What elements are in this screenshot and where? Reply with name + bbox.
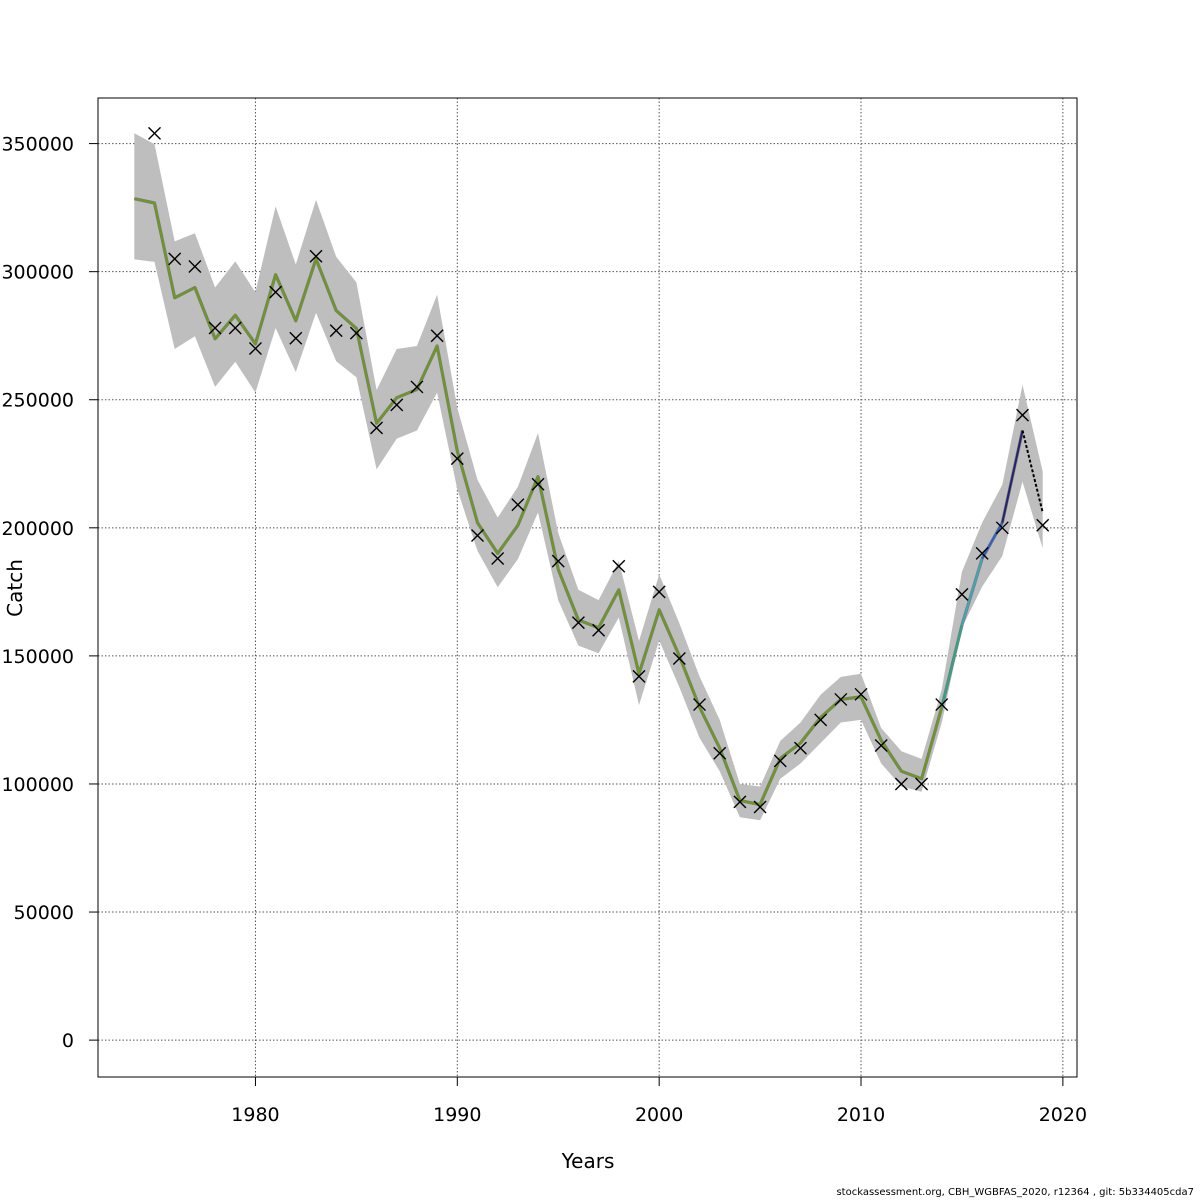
observed-point — [168, 252, 182, 266]
estimate-line-segment — [1021, 430, 1044, 513]
observed-point — [814, 713, 828, 727]
observed-point — [289, 331, 303, 345]
observed-point — [894, 777, 908, 791]
observed-point — [834, 692, 848, 706]
y-tick-label: 100000 — [1, 774, 74, 796]
estimate-line-segment — [960, 558, 984, 626]
footer-source: stockassessment.org, CBH_WGBFAS_2020, r1… — [836, 1187, 1194, 1198]
observed-point — [955, 587, 969, 601]
y-tick-label: 150000 — [1, 646, 74, 668]
observed-point — [551, 554, 565, 568]
observed-point — [208, 321, 222, 335]
observed-point — [753, 800, 767, 814]
y-tick-label: 50000 — [14, 902, 74, 924]
x-tick-label: 2010 — [837, 1104, 885, 1126]
observed-point — [975, 546, 989, 560]
observed-point — [390, 398, 404, 412]
observed-point — [269, 285, 283, 299]
observed-point — [915, 777, 929, 791]
observed-point — [592, 623, 606, 637]
y-tick-label: 300000 — [1, 262, 74, 284]
estimate-line-segment — [940, 624, 963, 708]
observed-point — [713, 746, 727, 760]
observed-point — [773, 754, 787, 768]
observed-point — [1016, 408, 1029, 422]
y-tick-label: 250000 — [1, 390, 74, 412]
y-axis-title: Catch — [3, 559, 27, 617]
x-tick-label: 1980 — [231, 1104, 279, 1126]
y-axis: 0 50000 100000 150000 200000 250000 300000 3500… — [1, 134, 99, 1052]
observed-point — [571, 616, 585, 630]
x-tick-label: 2000 — [635, 1104, 683, 1126]
observed-point — [329, 324, 343, 338]
observed-point — [793, 741, 807, 755]
observed-point — [531, 477, 545, 491]
y-tick-label: 200000 — [1, 518, 74, 540]
observed-points — [148, 126, 1050, 814]
observed-point — [632, 669, 646, 683]
estimate-line-segment — [1001, 430, 1024, 523]
observed-point — [652, 585, 666, 599]
observed-point — [491, 552, 505, 566]
observed-point — [450, 452, 464, 466]
estimate-line-segment — [134, 197, 943, 806]
observed-point — [410, 380, 424, 394]
x-axis-title: Years — [561, 1149, 615, 1173]
observed-point — [995, 521, 1009, 535]
observed-point — [309, 249, 323, 263]
observed-point — [248, 342, 262, 356]
x-tick-label: 1990 — [433, 1104, 481, 1126]
observed-point — [854, 687, 868, 701]
x-tick-label: 2020 — [1039, 1104, 1087, 1126]
observed-point — [470, 529, 484, 542]
observed-point — [672, 651, 686, 665]
observed-point — [349, 326, 363, 340]
y-tick-label: 350000 — [1, 134, 74, 156]
observed-point — [148, 126, 162, 140]
observed-point — [874, 739, 888, 753]
observed-point — [188, 260, 202, 274]
observed-point — [370, 421, 384, 435]
estimate-lines — [133, 197, 1044, 807]
observed-point — [511, 498, 525, 512]
observed-point — [935, 698, 949, 712]
observed-point — [1036, 518, 1050, 532]
y-tick-label: 0 — [62, 1030, 74, 1052]
observed-point — [693, 698, 707, 712]
observed-point — [228, 321, 242, 335]
x-axis: 1980 1990 2000 2010 2020 — [231, 1076, 1087, 1126]
observed-point — [430, 329, 444, 343]
estimate-line-segment — [981, 522, 1004, 560]
observed-point — [733, 795, 747, 809]
observed-point — [612, 559, 626, 573]
